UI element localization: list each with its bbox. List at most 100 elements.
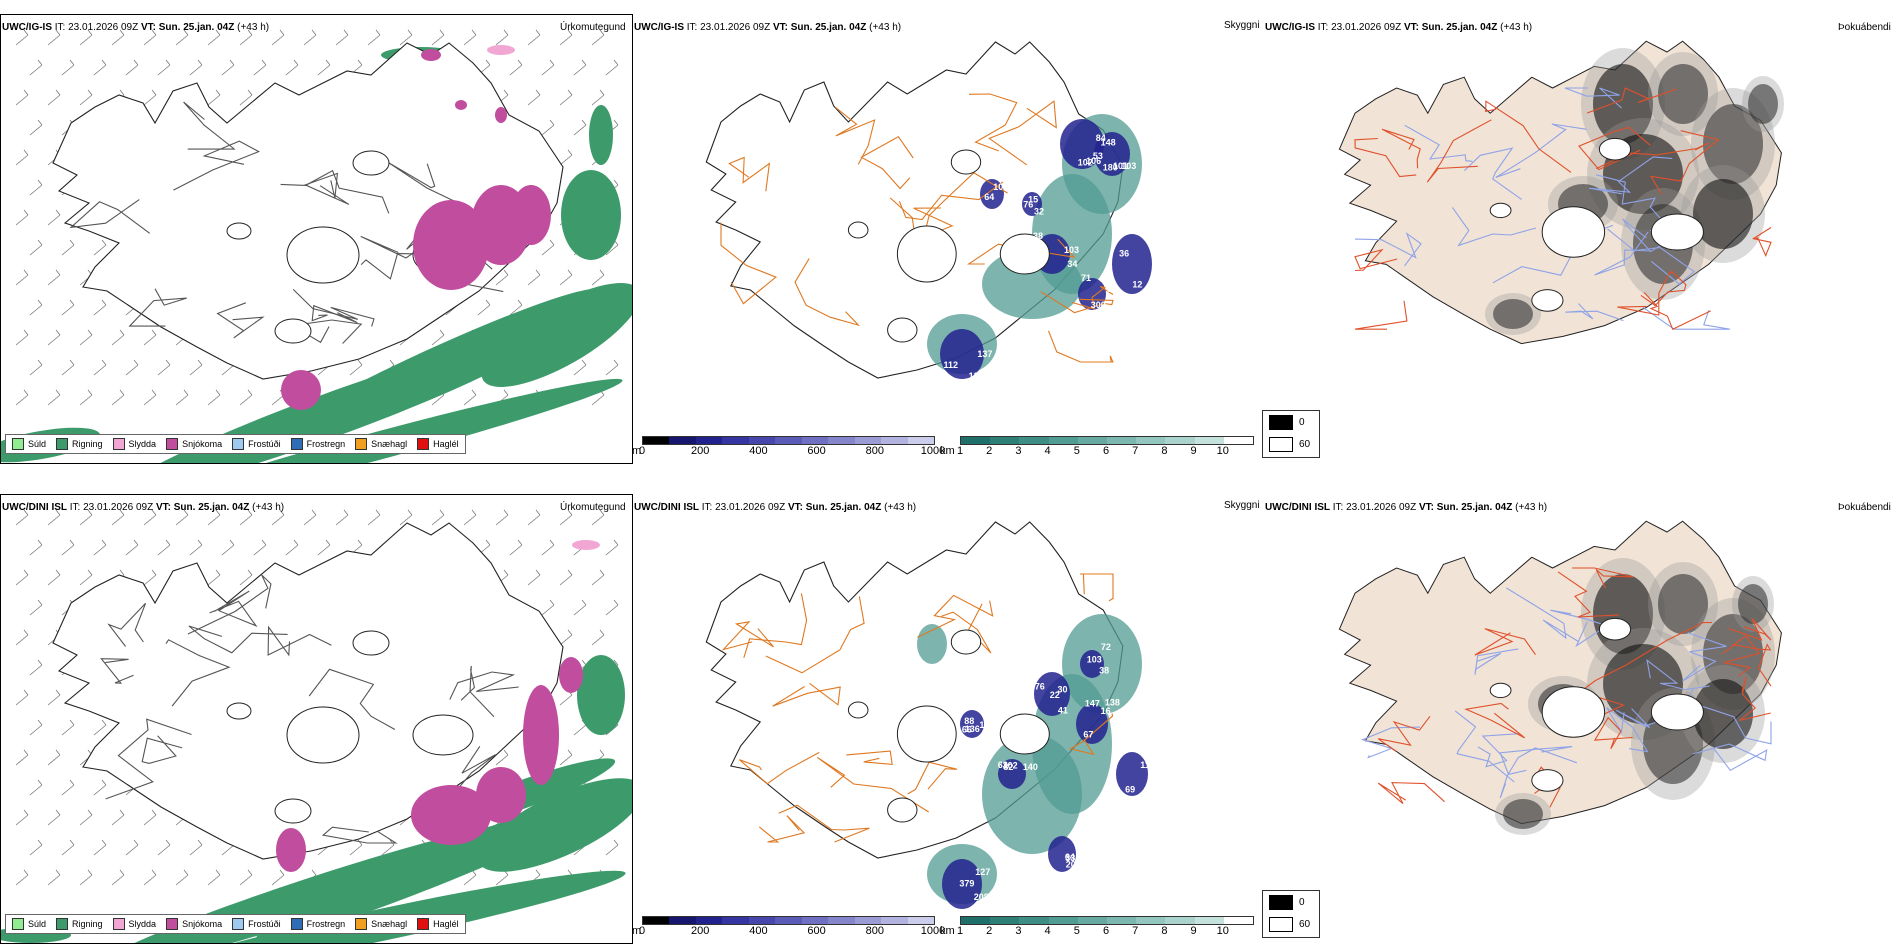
wind-barb [29,779,43,796]
wind-barb [317,59,331,76]
colorbar-segment [1165,437,1195,444]
ceiling-value-label: 76 [1023,199,1033,209]
glacier-outline [226,222,252,240]
road-line [1354,300,1408,330]
legend-label: Haglél [433,439,459,449]
wind-barb [189,539,203,556]
wind-barb [93,359,107,376]
colorbar-tick-label: 2 [986,925,993,937]
fog-value-top: 0 [1299,417,1305,428]
legend-item-5: Frostregn [290,438,346,450]
ceiling-value-label: 76 [1035,682,1045,692]
colorbar-segment [722,437,749,444]
road-line [1040,291,1114,314]
legend-swatch [417,438,430,450]
fog-area [1693,179,1753,249]
road-line [1587,87,1677,114]
road-line [921,172,1008,243]
colorbar-tick-label: 0 [638,925,646,937]
rain-area [577,655,625,735]
ceiling-value-label: 41 [1058,706,1068,716]
fog-value-bottom: 60 [1299,439,1311,450]
glacier-outline [1541,206,1606,258]
ceiling-area [1076,704,1108,744]
legend-label: Frostregn [306,439,346,449]
glacier-outline [847,701,869,719]
colorbar-segment [695,917,723,924]
wind-barb [509,59,523,76]
iceland-coastline [52,42,564,380]
road-line [1732,643,1772,687]
road-line [1588,156,1673,195]
wind-barb [431,29,445,46]
wind-barb [47,809,61,826]
legend-label: Rigning [72,919,103,929]
colorbar-tick-label: 1 [956,445,964,457]
ceiling-colorbar-bottom: m 0 200 400 600 800 1000 [632,916,945,938]
road-line [1572,567,1634,589]
wind-barb [367,509,381,526]
colorbar-segment [801,917,829,924]
wind-barb [47,749,61,766]
wind-barb [463,29,477,46]
colorbar-segment [801,437,829,444]
rain-area [481,283,632,387]
wind-barb [399,29,413,46]
wind-barb [61,239,75,256]
wind-barb [271,29,285,46]
road-line [173,140,260,191]
wind-barb [541,539,555,556]
road-line [743,593,808,659]
wind-barb [93,719,107,736]
road-line [292,289,375,327]
glacier-outline [226,702,252,720]
visibility-unit: km [940,925,955,937]
road-line [321,826,398,844]
wind-barb [253,539,267,556]
legend-label: Slydda [128,919,157,929]
road-line [280,169,390,214]
snow-area [495,107,507,123]
wind-barb [349,359,363,376]
colorbar-tick-label: 8 [1161,925,1168,937]
road-line [846,750,893,766]
wind-barb [541,119,555,136]
precip-legend-top: Súld Rigning Slydda Snjókoma Frostúði Frostre… [5,434,466,454]
wind-barb [93,779,107,796]
it-label: IT: [69,502,81,513]
ceiling-value-label: 22 [1050,690,1060,700]
glacier-outline [1598,137,1632,161]
legend-label: Snjókoma [182,439,223,449]
header-precip-top: UWC/IG-IS IT: 23.01.2026 09Z VT: Sun. 25… [2,22,269,33]
wind-barb [559,509,573,526]
wind-barb [15,689,29,706]
road-line [1485,100,1572,173]
glacier-outline [950,149,982,175]
wind-barb [93,299,107,316]
wind-barb [157,59,171,76]
rain-area [589,105,613,165]
colorbar-segment [748,917,776,924]
ceiling-area [1078,278,1106,310]
wind-barb [29,119,43,136]
wind-barb [271,869,285,886]
ceiling-value-label: 88 [964,716,974,726]
road-line [1649,130,1720,195]
colorbar-tick-label: 10 [1216,445,1229,457]
road-line [1377,782,1445,805]
colorbar-tick-label: 2 [986,445,993,457]
snow-area [411,785,491,845]
fog-map-bottom [1338,520,1782,835]
road-line [1495,123,1587,179]
snow-area [276,828,306,872]
panel-precip-top: Súld Rigning Slydda Snjókoma Frostúði Frostre… [0,14,633,464]
fog-area [1703,104,1763,184]
ceiling-value-label: 32 [1034,207,1044,217]
road-line [765,596,865,674]
colorbar-tick-label: 8 [1161,445,1168,457]
wind-barb [61,779,75,796]
it-value: 23.01.2026 09Z [700,22,771,33]
wind-barb [239,29,253,46]
ceiling-value-label: 103 [1064,245,1079,255]
glacier-outline [1650,213,1704,251]
